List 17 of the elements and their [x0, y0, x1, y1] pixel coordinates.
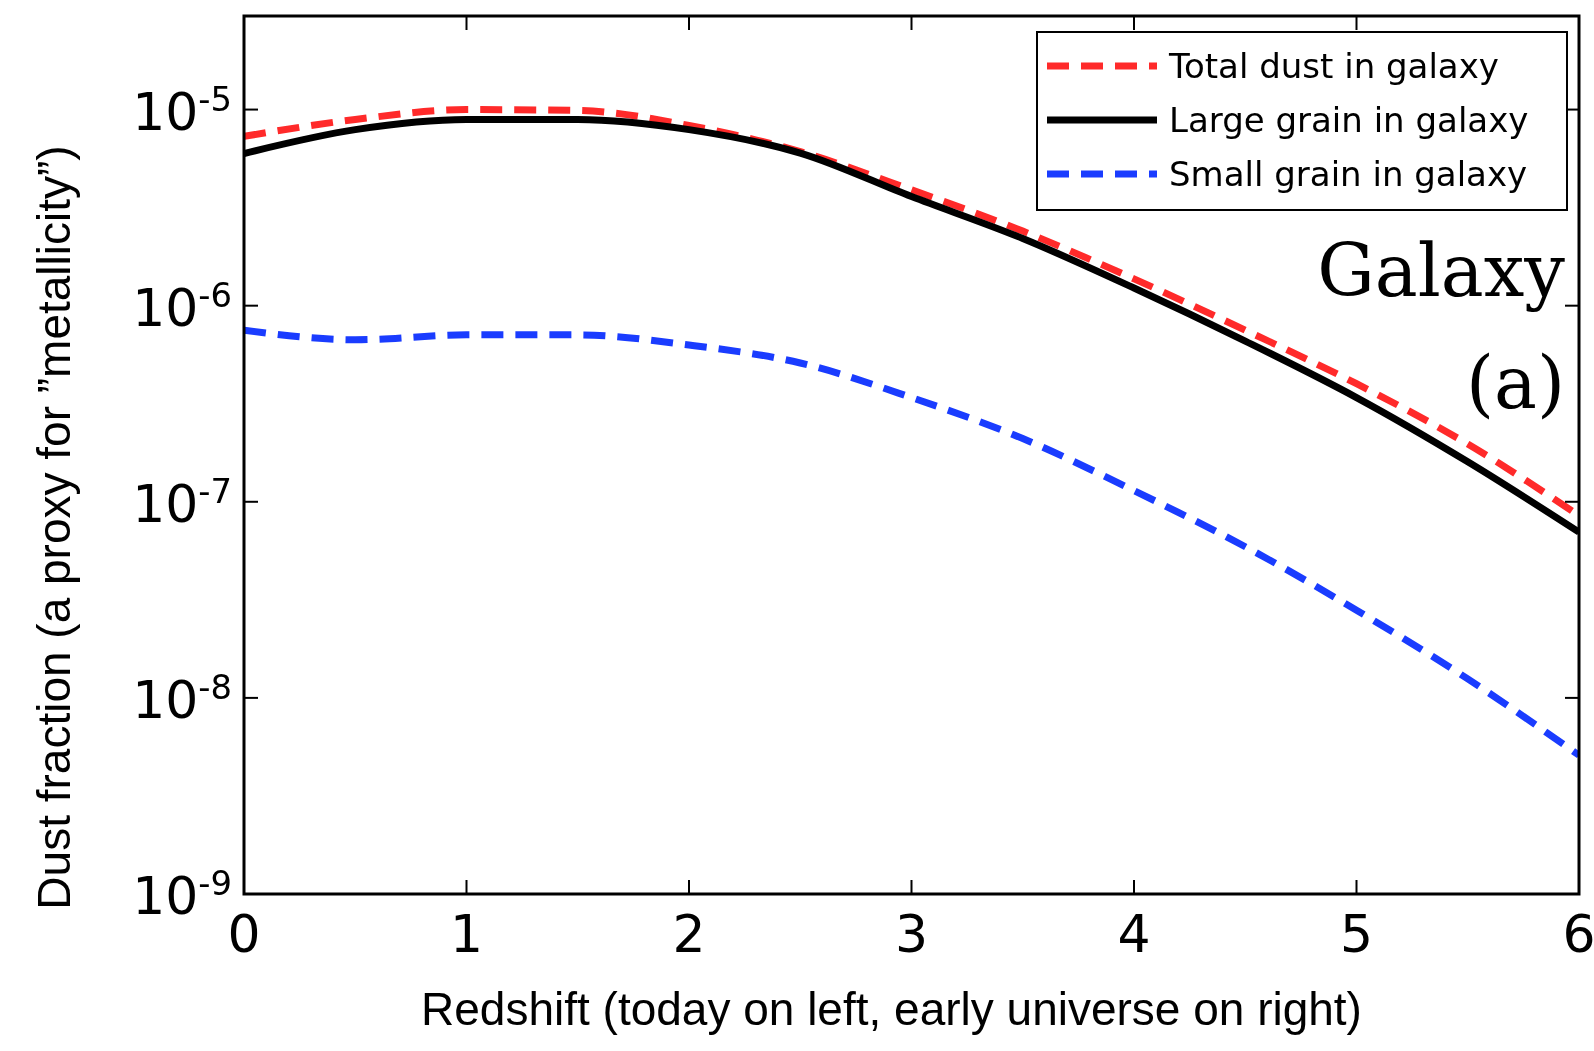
- legend-label: Small grain in galaxy: [1169, 154, 1528, 194]
- x-tick-label: 1: [449, 904, 484, 964]
- y-tick-label: 10$^{-6}$: [132, 275, 232, 338]
- y-tick-label: 10$^{-5}$: [132, 79, 232, 142]
- x-tick-label: 5: [1339, 904, 1374, 964]
- legend-label: Large grain in galaxy: [1169, 100, 1529, 140]
- x-tick-label: 4: [1117, 904, 1151, 964]
- legend-label: Total dust in galaxy: [1168, 46, 1499, 86]
- x-tick-label: 3: [894, 904, 929, 964]
- y-axis-title: Dust fraction (a proxy for ”metallicity”): [28, 145, 80, 910]
- x-tick-label: 2: [672, 904, 706, 964]
- x-tick-label: 6: [1562, 904, 1594, 964]
- annotation: Galaxy: [1317, 229, 1566, 313]
- y-tick-label: 10$^{-7}$: [132, 471, 232, 534]
- annotation: (a): [1465, 341, 1565, 425]
- x-axis-title: Redshift (today on left, early universe on right): [421, 983, 1362, 1035]
- y-tick-label: 10$^{-8}$: [132, 667, 232, 730]
